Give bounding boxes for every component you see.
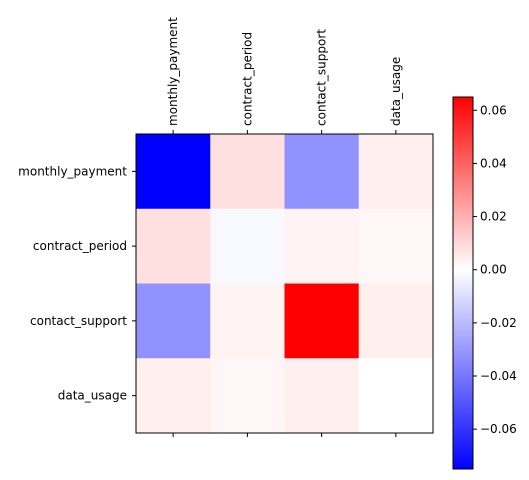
colorbar-tick-label: −0.02 — [480, 316, 517, 330]
heatmap-cell-data_usage-data_usage — [358, 358, 434, 434]
colorbar-gradient — [452, 96, 474, 470]
x-tick-label: monthly_payment — [166, 17, 180, 126]
heatmap-cells — [136, 134, 434, 434]
heatmap-cell-data_usage-contact_support — [284, 358, 360, 434]
y-tick-label: monthly_payment — [18, 164, 127, 178]
x-tick-label: contact_support — [315, 29, 329, 126]
heatmap-cell-monthly_payment-contact_support — [284, 134, 360, 210]
colorbar-tick-label: 0.04 — [480, 156, 507, 170]
colorbar-tick-label: 0.06 — [480, 103, 507, 117]
y-tick-label: data_usage — [58, 389, 127, 403]
y-tick-label: contact_support — [30, 314, 127, 328]
heatmap-cell-monthly_payment-contract_period — [210, 134, 285, 210]
heatmap-cell-monthly_payment-monthly_payment — [136, 134, 211, 210]
heatmap-cell-contract_period-contact_support — [284, 208, 360, 284]
heatmap-cell-data_usage-contract_period — [210, 358, 285, 434]
heatmap-cell-contract_period-contract_period — [210, 208, 285, 284]
y-tick-label: contract_period — [33, 239, 127, 253]
colorbar-tick-label: 0.00 — [480, 263, 507, 277]
y-axis-ticks: monthly_payment contract_period contact_su… — [18, 164, 136, 403]
x-tick-label: contract_period — [240, 32, 254, 126]
heatmap-cell-contact_support-contract_period — [210, 283, 285, 359]
x-axis-ticks: monthly_payment contract_period contact_su… — [166, 17, 403, 437]
heatmap-cell-contact_support-monthly_payment — [136, 283, 211, 359]
heatmap-cell-contract_period-data_usage — [358, 208, 434, 284]
x-tick-label: data_usage — [389, 57, 403, 126]
colorbar-tick-label: 0.02 — [480, 210, 507, 224]
colorbar-tick-label: −0.04 — [480, 369, 517, 383]
heatmap-cell-contract_period-monthly_payment — [136, 208, 211, 284]
plot-frame — [135, 133, 434, 434]
colorbar-ticks: −0.06 −0.04 −0.02 0.00 0.02 0.04 0.06 — [473, 103, 517, 436]
colorbar-tick-label: −0.06 — [480, 422, 517, 436]
colorbar: −0.06 −0.04 −0.02 0.00 0.02 0.04 0.06 — [452, 96, 517, 470]
heatmap-cell-contact_support-data_usage — [358, 283, 434, 359]
heatmap-cell-contact_support-contact_support — [284, 283, 360, 359]
heatmap-cell-data_usage-monthly_payment — [136, 358, 211, 434]
heatmap-cell-monthly_payment-data_usage — [358, 134, 434, 210]
